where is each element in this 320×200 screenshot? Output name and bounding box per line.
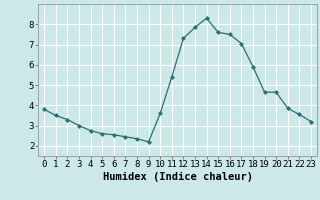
X-axis label: Humidex (Indice chaleur): Humidex (Indice chaleur)	[103, 172, 252, 182]
